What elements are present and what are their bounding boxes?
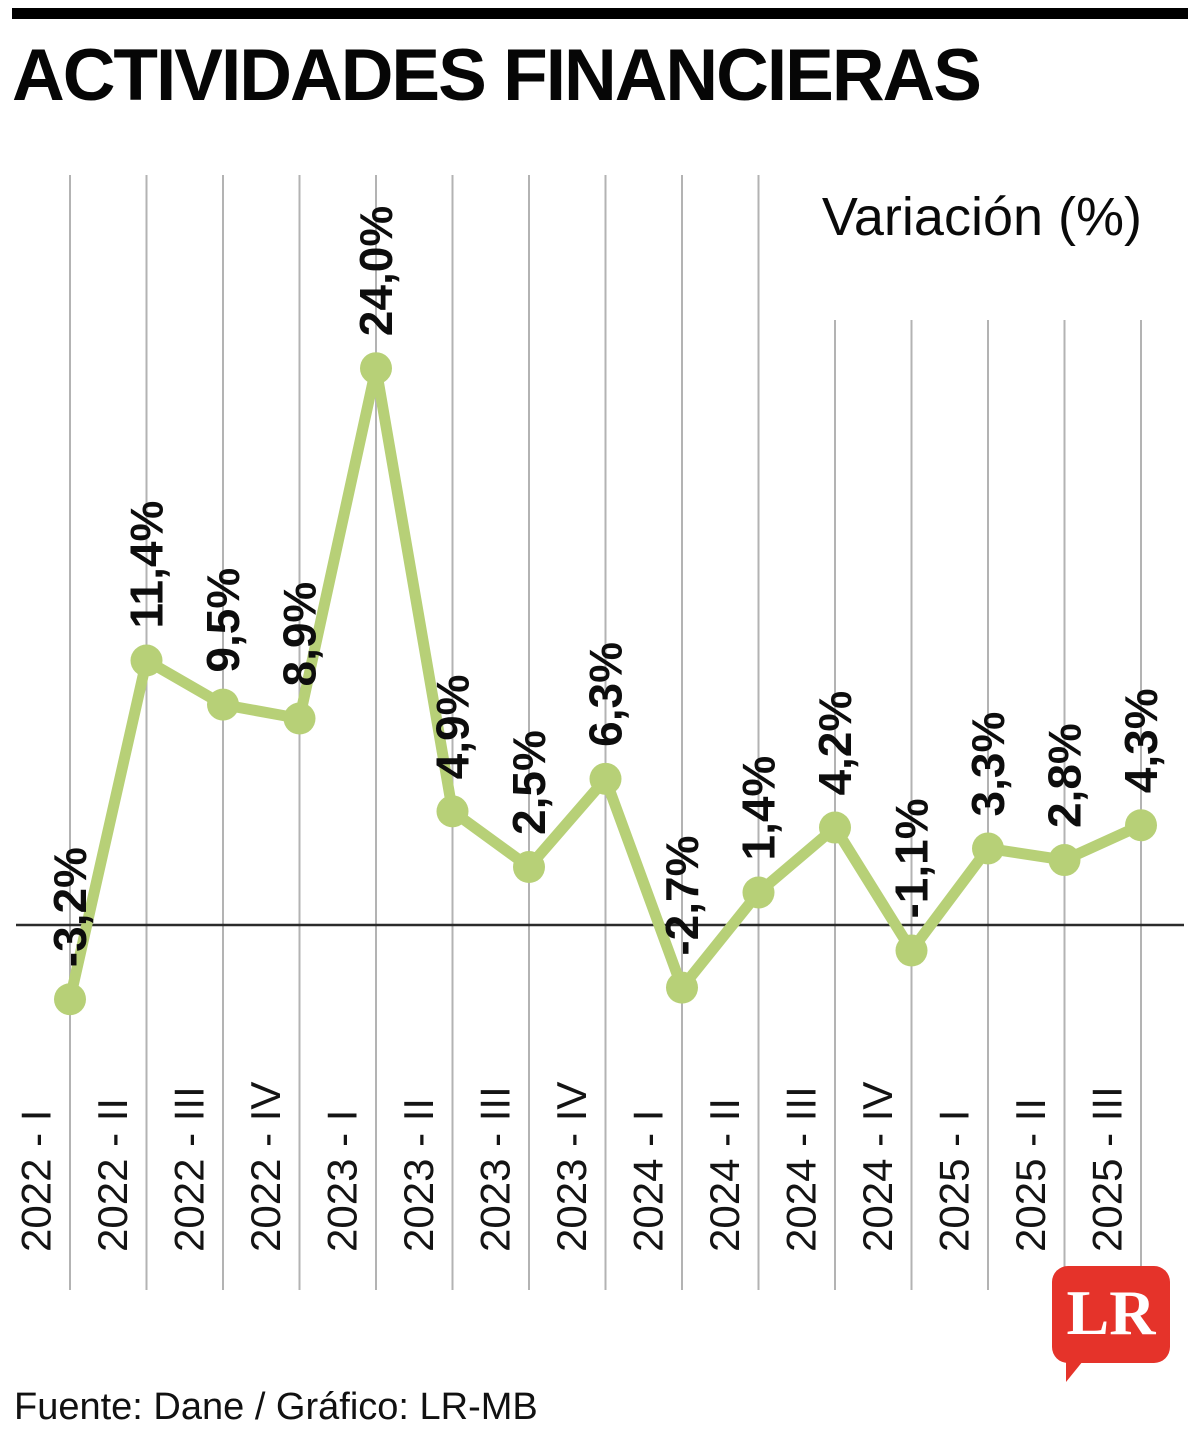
- value-label: 3,3%: [962, 712, 1014, 817]
- data-point: [666, 971, 698, 1004]
- category-label: 2023 - IV: [548, 1082, 595, 1252]
- data-point: [742, 876, 775, 909]
- category-label: 2024 - III: [778, 1086, 825, 1252]
- data-point: [589, 762, 622, 795]
- value-label: -3,2%: [44, 847, 96, 967]
- value-label: 9,5%: [197, 568, 249, 673]
- value-label: -1,1%: [886, 798, 938, 918]
- category-label: 2025 - III: [1084, 1086, 1131, 1252]
- source-credit: Fuente: Dane / Gráfico: LR-MB: [14, 1386, 538, 1428]
- category-label: 2023 - I: [319, 1110, 366, 1252]
- lr-logo-text: LR: [1066, 1276, 1156, 1348]
- value-label: 6,3%: [580, 642, 632, 747]
- data-point: [54, 983, 86, 1016]
- category-label: 2024 - II: [701, 1098, 748, 1252]
- value-label: 8,9%: [274, 582, 326, 687]
- data-point: [360, 352, 392, 385]
- category-label: 2024 - I: [625, 1110, 672, 1252]
- data-point: [513, 851, 545, 883]
- category-label: 2023 - III: [472, 1086, 519, 1252]
- category-label: 2025 - II: [1007, 1098, 1054, 1252]
- data-point: [1048, 844, 1081, 877]
- lr-logo: LR: [1052, 1266, 1170, 1382]
- category-label: 2022 - III: [166, 1086, 213, 1252]
- value-label: 2,5%: [503, 730, 555, 835]
- data-point: [436, 795, 469, 828]
- unit-label: Variación (%): [821, 187, 1142, 247]
- value-label: 4,2%: [809, 691, 861, 796]
- value-label: 11,4%: [121, 501, 173, 629]
- category-label: 2022 - I: [13, 1110, 60, 1252]
- value-label: 24,0%: [350, 206, 402, 336]
- data-point: [895, 934, 928, 967]
- category-label: 2022 - II: [89, 1098, 136, 1252]
- category-label: 2023 - II: [395, 1098, 442, 1252]
- data-point: [1125, 809, 1157, 842]
- value-label: 1,4%: [733, 756, 785, 861]
- top-rule: [12, 8, 1188, 19]
- category-label: 2022 - IV: [242, 1082, 289, 1252]
- data-point: [207, 688, 239, 721]
- value-label: 2,8%: [1039, 723, 1091, 828]
- data-point: [972, 832, 1004, 865]
- value-label: 4,9%: [427, 674, 479, 779]
- value-label: -2,7%: [656, 835, 708, 955]
- category-label: 2024 - IV: [854, 1082, 901, 1252]
- page-title: ACTIVIDADES FINANCIERAS: [12, 35, 982, 116]
- data-point: [130, 644, 163, 677]
- data-point: [819, 811, 851, 844]
- value-label: 4,3%: [1115, 688, 1167, 793]
- data-point: [283, 702, 316, 735]
- category-label: 2025 - I: [931, 1110, 978, 1252]
